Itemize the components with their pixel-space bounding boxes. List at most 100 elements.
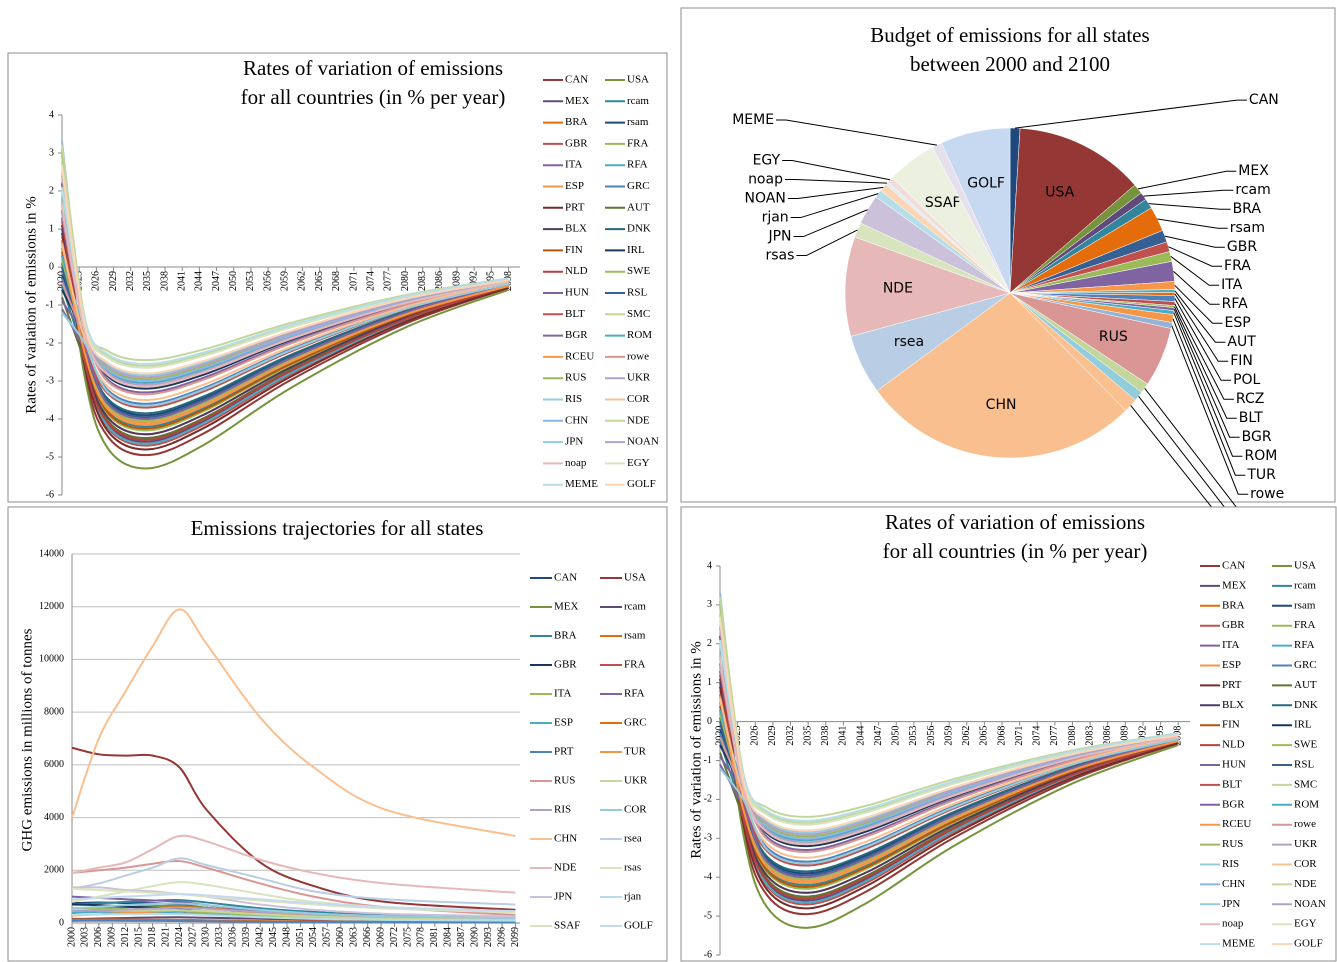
legend-label: GOLF [1294, 938, 1323, 950]
series-line [61, 283, 509, 407]
leader-line [1173, 306, 1237, 419]
series-line [719, 696, 1179, 885]
y-tick-label: 6000 [44, 759, 64, 770]
legend-label: ITA [1222, 639, 1240, 651]
legend-label: USA [1294, 560, 1316, 572]
x-tick-label: 2041 [177, 271, 188, 291]
x-tick-label: 2089 [451, 271, 462, 291]
x-tick-label: 2009 [107, 927, 118, 947]
slice-label: ITA [1221, 277, 1243, 293]
x-tick-label: 2035 [802, 726, 813, 746]
legend-label: JPN [554, 891, 572, 903]
x-tick-label: 2057 [322, 927, 333, 947]
x-tick-label: 2027 [187, 927, 198, 947]
y-tick-label: 2 [49, 185, 54, 196]
legend-label: GOLF [624, 920, 653, 932]
y-tick-label: 0 [49, 261, 54, 272]
legend-label: BRA [565, 116, 588, 128]
x-tick-label: 2066 [362, 927, 373, 947]
chart-title: Budget of emissions for all states [870, 23, 1149, 47]
x-tick-label: 2065 [979, 726, 990, 746]
x-tick-label: 2050 [228, 271, 239, 291]
slice-label: CAN [1249, 92, 1279, 108]
legend-label: GBR [565, 137, 588, 149]
x-tick-label: 2071 [348, 271, 359, 291]
slice-label: MEX [1238, 163, 1269, 179]
x-tick-label: 2078 [416, 927, 427, 947]
legend-label: PRT [1222, 679, 1242, 691]
leader-line [1173, 308, 1240, 438]
leader-line [796, 229, 858, 257]
x-tick-label: 2075 [402, 927, 413, 947]
x-tick-label: 2093 [483, 927, 494, 947]
x-tick-label: 2012 [120, 927, 131, 947]
legend-label: ESP [1222, 659, 1241, 671]
leader-line [1137, 170, 1237, 190]
legend-label: BLX [1222, 699, 1244, 711]
leader-line [1173, 312, 1243, 457]
series-line [61, 187, 509, 365]
x-tick-label: 2083 [1084, 726, 1095, 746]
series-line [61, 283, 509, 421]
legend-label: TUR [624, 746, 647, 758]
legend-label: ITA [554, 688, 572, 700]
legend-label: CAN [565, 74, 588, 86]
leader-line [1168, 246, 1223, 267]
slice-label: SSAF [925, 195, 961, 211]
legend-label: RFA [627, 159, 648, 171]
x-tick-label: 2062 [961, 726, 972, 746]
legend-label: rsea [624, 833, 642, 845]
x-tick-label: 2092 [1137, 726, 1148, 746]
legend-label: RSL [627, 287, 647, 299]
slice-label: rsas [765, 248, 794, 264]
leader-line [787, 186, 884, 200]
legend-label: UKR [624, 775, 648, 787]
legend-label: EGY [627, 457, 650, 469]
x-tick-label: 2054 [308, 927, 319, 947]
series-line [719, 738, 1179, 865]
x-tick-label: 2045 [268, 927, 279, 947]
legend-label: HUN [1222, 759, 1246, 771]
x-tick-label: 2096 [496, 927, 507, 947]
y-tick-label: -1 [46, 299, 54, 310]
legend-label: FRA [624, 659, 645, 671]
x-tick-label: 2044 [194, 271, 205, 291]
x-tick-label: 2056 [926, 726, 937, 746]
legend-label: MEX [1222, 579, 1247, 591]
legend-label: AUT [1294, 679, 1317, 691]
slice-label: EGY [753, 153, 781, 169]
pie-slice [1009, 128, 1136, 294]
legend-label: UKR [627, 372, 651, 384]
x-tick-label: 2036 [228, 927, 239, 947]
y-tick-label: -4 [46, 413, 54, 424]
y-tick-label: -2 [46, 337, 54, 348]
pie-slice [941, 127, 1011, 294]
legend-label: rcam [624, 601, 646, 613]
leader-line [1014, 99, 1247, 129]
legend-label: NDE [554, 862, 577, 874]
chart-title: Rates of variation of emissions [243, 56, 503, 80]
chart-title: Rates of variation of emissions [885, 510, 1145, 534]
series-line [71, 887, 516, 914]
series-group [61, 141, 509, 470]
slice-label: noap [748, 172, 783, 188]
legend-label: noap [565, 457, 587, 469]
legend-label: GBR [1222, 619, 1245, 631]
y-tick-label: -2 [704, 794, 712, 805]
legend-label: NOAN [627, 436, 659, 448]
legend-label: RUS [565, 372, 586, 384]
x-tick-label: 2090 [469, 927, 480, 947]
legend-label: rjan [624, 891, 642, 903]
series-line [71, 919, 516, 924]
slice-label: JPN [767, 229, 791, 245]
legend-label: rsam [627, 116, 649, 128]
legend-label: rsam [1294, 599, 1316, 611]
legend-label: IRL [1294, 719, 1312, 731]
series-line [719, 686, 1179, 910]
slice-label: rsea [894, 334, 924, 350]
series-line [71, 913, 516, 922]
legend-label: CHN [1222, 878, 1245, 890]
leader-line [1171, 325, 1249, 495]
